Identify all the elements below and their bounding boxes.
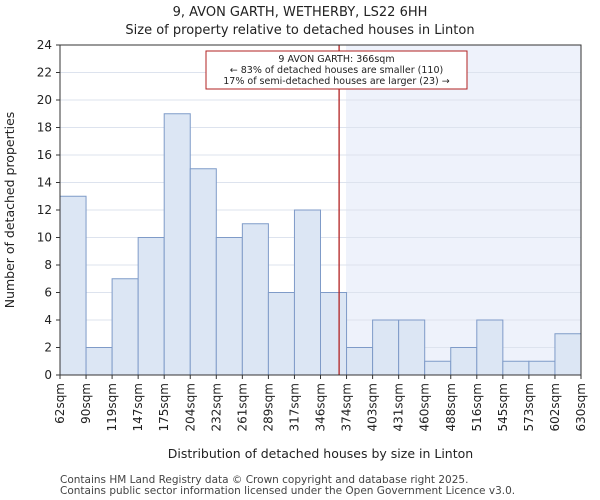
x-tick-label: 516sqm [470, 383, 484, 431]
chart-title: 9, AVON GARTH, WETHERBY, LS22 6HH [173, 5, 428, 20]
annotation-line-3: 17% of semi-detached houses are larger (… [223, 76, 450, 87]
y-tick-label: 14 [37, 176, 52, 190]
y-tick-label: 8 [44, 258, 52, 272]
y-axis-label: Number of detached properties [2, 112, 17, 309]
x-tick-label: 289sqm [261, 383, 275, 431]
y-tick-label: 16 [37, 148, 52, 162]
bar-403sqm [372, 319, 400, 376]
x-tick-label: 573sqm [522, 383, 536, 431]
bar-545sqm [502, 360, 530, 376]
y-tick-label: 24 [37, 38, 52, 52]
x-tick-label: 175sqm [157, 383, 171, 431]
bar-460sqm [424, 360, 452, 376]
bar-602sqm [554, 333, 582, 376]
chart-subtitle: Size of property relative to detached ho… [125, 23, 474, 38]
x-tick-label: 317sqm [287, 383, 301, 431]
bar-573sqm [528, 360, 556, 376]
y-tick-label: 2 [44, 341, 52, 355]
bars [59, 113, 582, 376]
x-tick-label: 488sqm [444, 383, 458, 431]
bar-119sqm [111, 278, 139, 376]
annotation-border [205, 50, 468, 90]
y-tick-label: 6 [44, 286, 52, 300]
bar-431sqm [398, 319, 426, 376]
x-axis-ticks: 62sqm 90sqm 119sqm 147sqm 175sqm 204sqm 232sqm… [53, 375, 588, 431]
bar-374sqm [346, 347, 374, 376]
y-tick-label: 20 [37, 93, 52, 107]
bar-232sqm [215, 237, 243, 376]
x-tick-label: 62sqm [53, 383, 67, 424]
bar-90sqm [85, 347, 113, 376]
x-tick-label: 261sqm [235, 383, 249, 431]
bar-488sqm [450, 347, 478, 376]
x-tick-label: 147sqm [131, 383, 145, 431]
bar-289sqm [267, 292, 295, 376]
annotation-line-1: 9 AVON GARTH: 366sqm [278, 54, 394, 65]
y-tick-label: 12 [37, 203, 52, 217]
footer-line-2: Contains public sector information licen… [60, 485, 515, 497]
bar-204sqm [189, 168, 217, 376]
x-tick-label: 545sqm [496, 383, 510, 431]
annotation-line-2: ← 83% of detached houses are smaller (11… [230, 65, 443, 76]
x-tick-label: 204sqm [183, 383, 197, 431]
y-tick-label: 0 [44, 368, 52, 382]
footer-line-1: Contains HM Land Registry data © Crown c… [60, 474, 468, 486]
x-tick-label: 374sqm [340, 383, 354, 431]
y-tick-label: 22 [37, 66, 52, 80]
y-tick-label: 4 [44, 313, 52, 327]
bar-317sqm [293, 209, 322, 376]
annotation-box: 9 AVON GARTH: 366sqm ← 83% of detached h… [205, 50, 468, 90]
x-tick-label: 403sqm [366, 383, 380, 431]
x-tick-label: 119sqm [105, 383, 119, 431]
bar-346sqm [320, 292, 348, 376]
x-tick-label: 346sqm [314, 383, 328, 431]
bar-62sqm [59, 195, 87, 376]
bar-261sqm [241, 223, 269, 376]
bar-175sqm [163, 113, 191, 376]
x-axis-label: Distribution of detached houses by size … [168, 446, 473, 461]
x-tick-label: 431sqm [392, 383, 406, 431]
x-tick-label: 460sqm [418, 383, 432, 431]
bar-516sqm [476, 319, 504, 376]
y-tick-label: 18 [37, 121, 52, 135]
y-tick-label: 10 [37, 231, 52, 245]
x-tick-label: 90sqm [79, 383, 93, 424]
x-tick-label: 630sqm [574, 383, 588, 431]
x-tick-label: 602sqm [548, 383, 562, 431]
x-tick-label: 232sqm [209, 383, 223, 431]
bar-147sqm [137, 237, 165, 376]
